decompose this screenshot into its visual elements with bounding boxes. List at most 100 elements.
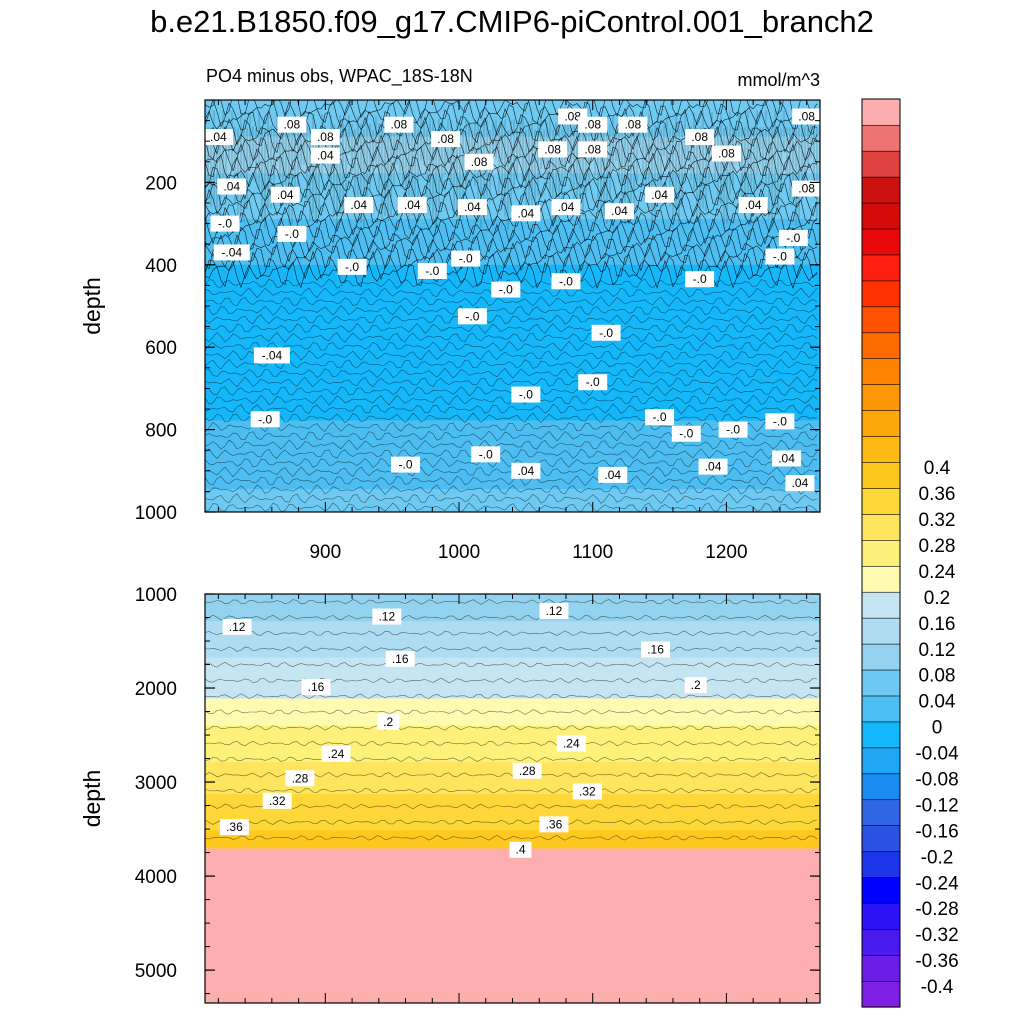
contour-label-text: -.0 (679, 427, 693, 441)
contour-band (205, 884, 820, 890)
contour-label: -.0 (391, 456, 421, 473)
contour-label-text: -.0 (726, 423, 740, 437)
contour-band (205, 177, 820, 183)
y-tick-label: 2000 (135, 679, 177, 700)
contour-band (205, 907, 820, 913)
contour-line (205, 403, 818, 415)
colorbar-swatch (861, 773, 901, 801)
contour-band (205, 871, 820, 877)
contour-band (205, 775, 820, 781)
y-tick-label: 600 (145, 338, 177, 359)
contour-band (205, 789, 820, 795)
colorbar-swatch (861, 332, 901, 360)
contour-band (205, 223, 820, 229)
contour-line (205, 614, 818, 621)
contour-band (205, 443, 820, 449)
contour-label-text: -.0 (773, 414, 787, 428)
contour-band (205, 338, 820, 344)
contour-label: -.0 (491, 281, 521, 298)
contour-label: .08 (310, 129, 340, 146)
contour-band (205, 830, 820, 836)
colorbar-label: 0.32 (919, 510, 956, 531)
x-tick-label: 900 (309, 542, 341, 563)
contour-label-text: .2 (383, 715, 393, 729)
contour-band (205, 342, 820, 348)
contour-band (205, 716, 820, 722)
contour-label: -.04 (213, 244, 250, 261)
contour-label-text: .04 (210, 130, 227, 144)
contour-label-text: -.0 (586, 375, 600, 389)
contour-band (205, 639, 820, 645)
colorbar-swatch (861, 98, 901, 126)
contour-label-text: .04 (604, 468, 621, 482)
contour-band (205, 136, 820, 142)
contour-line (205, 394, 818, 406)
contour-band (205, 821, 820, 827)
contour-band (205, 621, 820, 627)
contour-band (205, 680, 820, 686)
contour-band (205, 351, 820, 357)
colorbar-label: -0.16 (915, 821, 958, 842)
colorbar-swatch (861, 825, 901, 852)
contour-band (205, 766, 820, 772)
contour-band (205, 734, 820, 741)
contour-line (205, 439, 818, 451)
contour-band (205, 903, 820, 909)
top-contour-panel: .04.08.08.04.08.08.08.08.08.08.08.08.08.… (79, 99, 821, 563)
contour-band (205, 603, 820, 609)
contour-label: .04 (551, 199, 581, 216)
colorbar-label: 0.12 (919, 640, 956, 661)
contour-label-text: .24 (328, 747, 345, 761)
contour-band (205, 406, 820, 412)
contour-band (205, 420, 820, 426)
contour-band (205, 757, 820, 763)
contour-band (205, 260, 820, 266)
contour-band (205, 154, 820, 161)
colorbar-swatch (861, 669, 901, 697)
contour-label: .36 (539, 816, 569, 833)
contour-label-text: -.0 (693, 272, 707, 286)
contour-band (205, 712, 820, 718)
contour-label-text: .04 (558, 200, 575, 214)
contour-label: .08 (538, 141, 568, 158)
contour-label: .2 (377, 713, 400, 730)
contour-line (205, 484, 818, 495)
contour-band (205, 943, 820, 950)
contour-label-text: .04 (223, 180, 240, 194)
contour-line (205, 709, 818, 715)
contour-line (205, 242, 818, 272)
contour-band (205, 191, 820, 197)
contour-label: .04 (598, 466, 628, 483)
colorbar-swatch (861, 124, 901, 152)
contour-band (205, 880, 820, 886)
contour-band (205, 370, 820, 376)
contour-band (205, 762, 820, 768)
contour-label: .16 (385, 650, 415, 667)
contour-band (205, 816, 820, 822)
contour-band (205, 447, 820, 454)
contour-band (205, 948, 820, 954)
colorbar-swatch (861, 228, 901, 256)
colorbar-swatch (861, 202, 901, 230)
contour-band (205, 912, 820, 918)
colorbar-label: 0.04 (919, 692, 956, 713)
colorbar-swatch (861, 851, 901, 878)
contour-band (205, 957, 820, 963)
contour-band (205, 916, 820, 922)
contour-band (205, 479, 820, 486)
contour-label: -.04 (253, 347, 290, 364)
colorbar-swatch (861, 539, 901, 567)
contour-label-text: .04 (518, 464, 535, 478)
contour-label-text: -.04 (221, 245, 242, 259)
contour-band (205, 689, 820, 695)
units-label: mmol/m^3 (737, 70, 820, 90)
colorbar-label: 0.16 (919, 614, 956, 635)
contour-line (205, 161, 818, 191)
contour-band (205, 953, 820, 959)
contour-label-text: -.0 (345, 260, 359, 274)
y-tick-label: 400 (145, 256, 177, 277)
contour-label: -.0 (250, 411, 280, 428)
contour-line (205, 376, 818, 388)
contour-band (205, 893, 820, 900)
contour-band (205, 721, 820, 727)
